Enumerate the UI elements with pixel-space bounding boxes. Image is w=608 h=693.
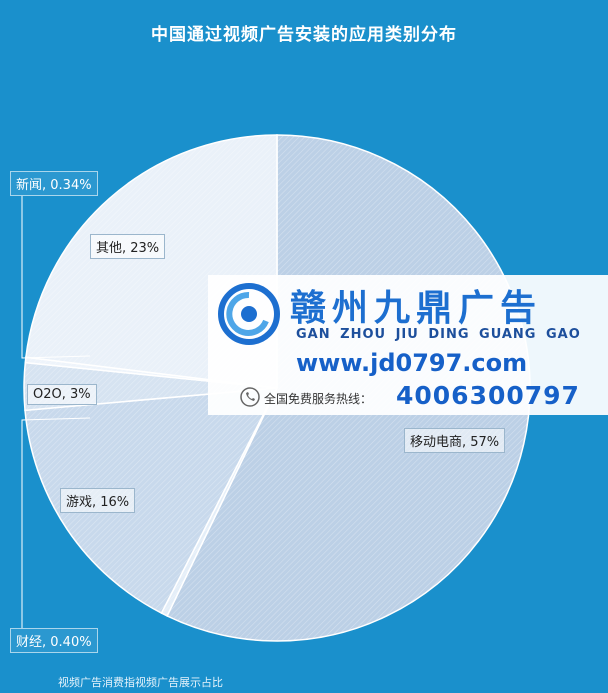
brand-logo-icon [218, 283, 280, 345]
watermark-brand: 赣州九鼎广告 [290, 288, 543, 329]
leader-line-finance [21, 417, 91, 628]
phone-icon [240, 387, 260, 407]
slice-label-games: 游戏, 16% [60, 488, 136, 513]
watermark-hotline-label: 全国免费服务热线： [264, 392, 373, 406]
watermark-url: www.jd0797.com [296, 349, 528, 377]
pie-slice-hatch-2 [24, 388, 278, 614]
watermark-overlay: 赣州九鼎广告 GAN ZHOU JIU DING GUANG GAO www.j… [208, 275, 608, 415]
leader-lines [21, 196, 91, 628]
watermark-pinyin: GAN ZHOU JIU DING GUANG GAO [296, 327, 581, 342]
slice-label-o2o: O2O, 3% [27, 384, 97, 405]
slice-label-other: 其他, 23% [90, 234, 166, 259]
watermark-hotline: 4006300797 [396, 381, 580, 410]
slice-label-news: 新闻, 0.34% [10, 171, 98, 196]
leader-line-news [21, 196, 91, 359]
slice-label-finance: 财经, 0.40% [10, 628, 98, 653]
footnote: 视频广告消费指视频广告展示占比 [58, 676, 223, 689]
slice-label-mobile-commerce: 移动电商, 57% [404, 428, 506, 453]
chart-title: 中国通过视频广告安装的应用类别分布 [151, 25, 457, 45]
